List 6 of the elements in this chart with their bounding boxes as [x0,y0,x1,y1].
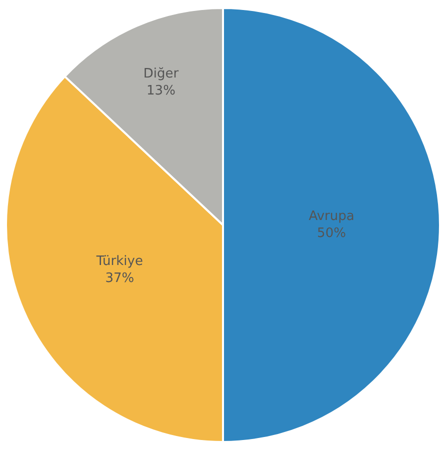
data-label: 37% [105,270,134,286]
data-label: 13% [146,83,176,98]
data-label: 50% [317,226,346,241]
slice-label: Türkiye [95,254,143,269]
slice-label: Diğer [143,66,180,82]
slice-label: Avrupa [308,209,354,224]
